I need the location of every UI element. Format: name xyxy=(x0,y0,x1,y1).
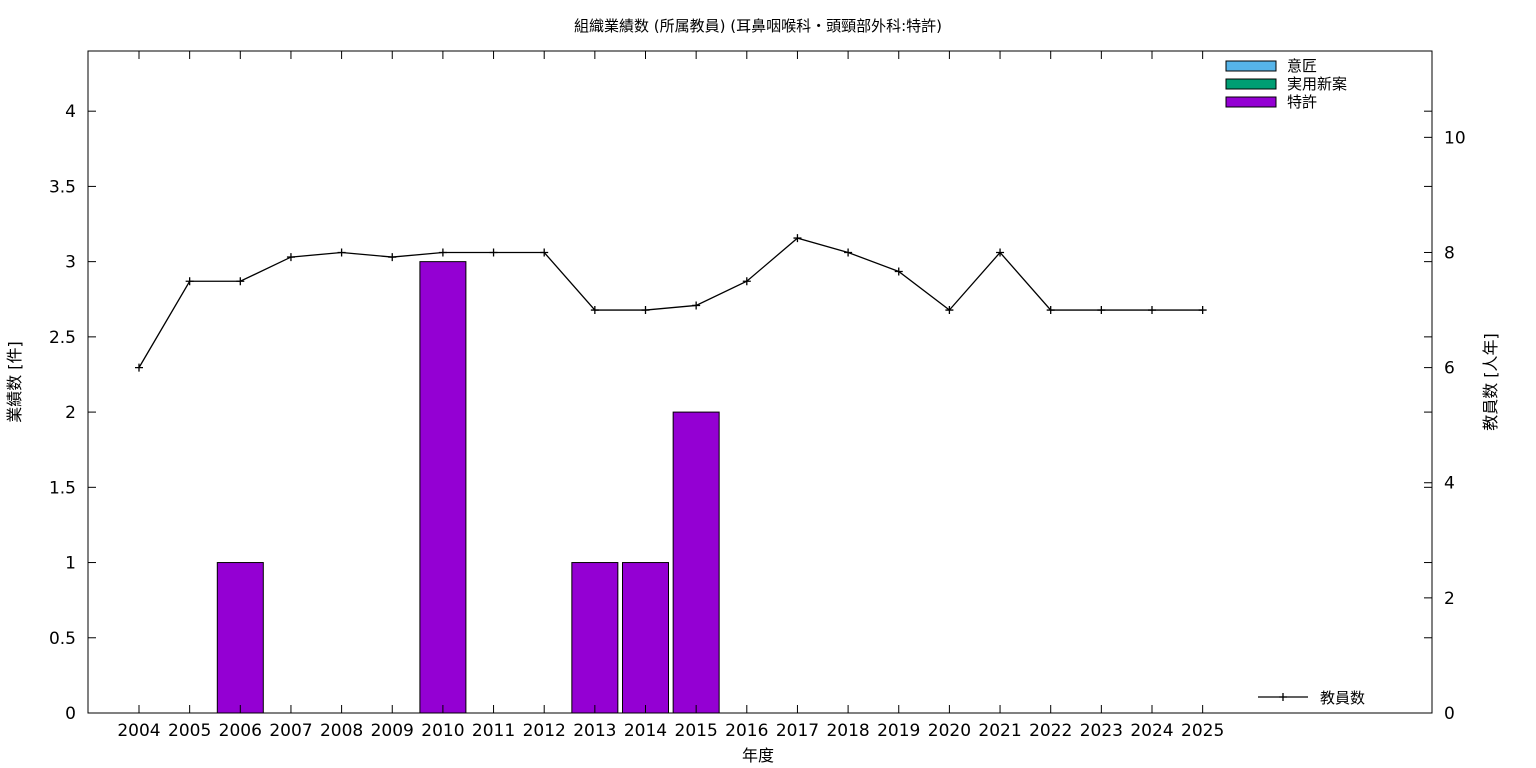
y-tick-label: 4 xyxy=(65,102,76,122)
x-tick-label: 2010 xyxy=(421,721,464,741)
y-axis: 0 0.5 1 1.5 2 2.5 3 3.5 4 xyxy=(49,102,1432,724)
faculty-count-line xyxy=(138,237,1203,368)
x-tick-label: 2008 xyxy=(320,721,363,741)
x-tick-label: 2020 xyxy=(928,721,971,741)
x-tick-label: 2022 xyxy=(1029,721,1072,741)
point-2021 xyxy=(996,248,1005,257)
point-2025 xyxy=(1198,306,1207,315)
point-2004 xyxy=(135,363,143,372)
point-2013 xyxy=(590,306,599,315)
point-2024 xyxy=(1148,306,1156,315)
x-tick-label: 2017 xyxy=(776,721,819,741)
point-2022 xyxy=(1046,306,1055,315)
point-2014 xyxy=(641,306,650,315)
legend-label-0: 意匠 xyxy=(1287,57,1317,75)
chart-title: 組織業績数 (所属教員) (耳鼻咽喉科・頭頸部外科:特許) xyxy=(574,17,942,35)
x-tick-label: 2011 xyxy=(472,721,515,741)
legend-label-2: 特許 xyxy=(1287,93,1317,111)
point-2006 xyxy=(236,277,245,286)
x-tick-label: 2018 xyxy=(826,721,869,741)
point-2010 xyxy=(438,248,447,257)
bar-2015 xyxy=(672,411,720,714)
y2-tick-label: 2 xyxy=(1444,589,1455,609)
bars-layer xyxy=(216,261,720,714)
x-tick-label: 2012 xyxy=(523,721,566,741)
y2-tick-label: 8 xyxy=(1444,243,1455,263)
y-tick-label: 1 xyxy=(65,554,76,574)
point-2005 xyxy=(185,277,194,286)
y-tick-label: 3 xyxy=(65,253,76,273)
x-axis: 2004 2005 2006 2007 2008 2009 2010 2011 2012 2013… xyxy=(117,51,1224,741)
x-tick-label: 2014 xyxy=(624,721,667,741)
x-tick-label: 2024 xyxy=(1130,721,1173,741)
y-tick-label: 1.5 xyxy=(49,478,76,498)
legend-swatch-0 xyxy=(1225,60,1277,72)
point-2008 xyxy=(337,248,346,257)
x-axis-label: 年度 xyxy=(742,746,774,765)
point-2009 xyxy=(388,253,397,262)
line-legend-label: 教員数 xyxy=(1320,689,1365,707)
point-2007 xyxy=(286,253,295,262)
x-tick-label: 2021 xyxy=(978,721,1021,741)
y-tick-label: 0 xyxy=(65,704,76,724)
point-2018 xyxy=(844,248,853,257)
point-2023 xyxy=(1097,306,1106,315)
x-tick-label: 2015 xyxy=(675,721,718,741)
line-legend: 教員数 xyxy=(1258,689,1365,707)
x-tick-label: 2006 xyxy=(219,721,262,741)
plot-frame xyxy=(87,50,1433,714)
y-tick-label: 2 xyxy=(65,403,76,423)
legend-swatch-1 xyxy=(1225,78,1277,90)
line-legend-marker xyxy=(1279,693,1287,701)
x-tick-label: 2023 xyxy=(1080,721,1123,741)
x-tick-label: 2019 xyxy=(877,721,920,741)
y2-tick-label: 6 xyxy=(1444,359,1455,379)
legend-label-1: 実用新案 xyxy=(1287,75,1347,93)
x-tick-label: 2016 xyxy=(725,721,768,741)
point-2011 xyxy=(489,248,498,257)
x-tick-label: 2009 xyxy=(371,721,414,741)
point-2015 xyxy=(692,301,701,310)
point-2017 xyxy=(793,234,802,243)
y2-axis: 0 2 4 6 8 10 xyxy=(1424,128,1466,724)
x-tick-label: 2025 xyxy=(1181,721,1224,741)
point-2012 xyxy=(540,248,549,257)
x-tick-label: 2013 xyxy=(573,721,616,741)
bar-2014 xyxy=(622,562,669,714)
legend-swatch-2 xyxy=(1225,96,1277,108)
x-tick-label: 2004 xyxy=(117,721,160,741)
y2-tick-label: 10 xyxy=(1444,128,1466,148)
point-2016 xyxy=(742,277,751,286)
point-2019 xyxy=(894,267,903,276)
bar-2013 xyxy=(571,562,619,714)
y-tick-label: 3.5 xyxy=(49,177,76,197)
y-axis-label: 業績数 [件] xyxy=(5,341,24,423)
x-tick-label: 2005 xyxy=(168,721,211,741)
point-2020 xyxy=(945,306,954,315)
y-tick-label: 0.5 xyxy=(49,629,76,649)
bar-2010 xyxy=(419,261,467,714)
y2-tick-label: 0 xyxy=(1444,704,1455,724)
y2-tick-label: 4 xyxy=(1444,474,1455,494)
y-tick-label: 2.5 xyxy=(49,328,76,348)
y2-axis-label: 教員数 [人年] xyxy=(1481,333,1500,431)
line-layer xyxy=(135,234,1207,372)
bar-2006 xyxy=(216,562,264,714)
x-tick-label: 2007 xyxy=(269,721,312,741)
